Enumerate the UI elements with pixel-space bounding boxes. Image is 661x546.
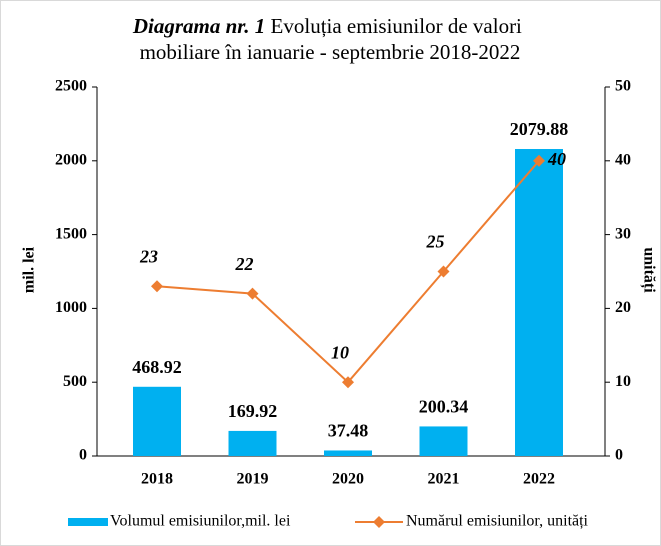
legend-label: Volumul emisiunilor,mil. lei [110,513,291,530]
line-value-label: 23 [139,246,158,266]
y2-tick-label: 0 [615,447,623,464]
chart-title: Diagrama nr. 1 Evoluția emisiunilor de v… [132,14,527,64]
line-marker [246,287,259,300]
y-tick-label: 0 [79,447,87,464]
title-line: mobiliare în ianuarie - septembrie 2018-… [140,40,521,64]
bar [324,450,372,456]
line-marker [533,154,545,167]
title-line: Evoluția emisiunilor de valori [271,14,523,38]
y2-tick-label: 50 [615,78,631,95]
x-tick-label: 2019 [237,471,269,488]
x-tick-label: 2018 [141,471,173,488]
x-tick-label: 2020 [332,471,364,488]
y-tick-label: 1500 [55,225,87,242]
y2-tick-label: 10 [615,373,631,390]
x-tick-label: 2021 [428,471,460,488]
x-tick-label: 2022 [523,471,555,488]
line-marker [437,265,450,278]
y2-tick-label: 30 [615,225,631,242]
line-value-label: 40 [547,149,566,169]
legend-label: Numărul emisiunilor, unități [406,513,589,530]
line-value-label: 25 [426,232,445,252]
bar-value-label: 37.48 [328,421,369,441]
y2-axis-title: unități [639,247,657,293]
line-value-label: 10 [331,342,349,362]
bar [228,430,277,456]
line-marker [342,376,354,389]
line-value-label: 22 [235,254,254,274]
line-marker [151,280,163,293]
bar-value-label: 468.92 [132,357,182,377]
bar-value-label: 169.92 [228,401,278,421]
bar [515,149,563,456]
y-tick-label: 2500 [55,78,87,95]
y-tick-label: 500 [63,373,87,390]
legend-swatch [373,516,385,528]
y2-tick-label: 20 [615,299,631,316]
bar [133,386,181,456]
y-axis-title: mil. lei [21,246,38,293]
bar-value-label: 200.34 [419,397,469,417]
y2-tick-label: 40 [615,151,631,168]
bar [419,426,468,456]
bar-value-label: 2079.88 [510,119,569,139]
y-tick-label: 2000 [55,151,87,168]
y-tick-label: 1000 [55,299,87,316]
title-prefix: Diagrama nr. 1 [132,14,265,38]
legend-swatch [68,518,108,526]
